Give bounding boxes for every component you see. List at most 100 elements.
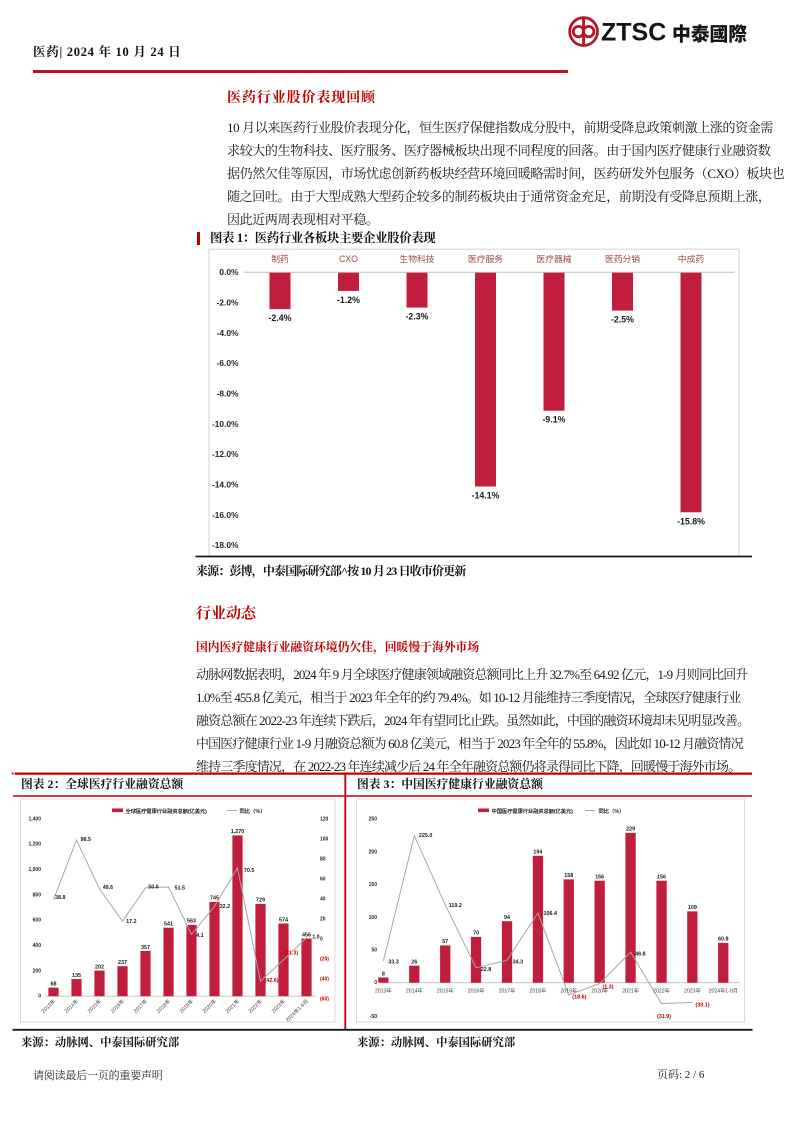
svg-text:(20): (20) [320, 957, 329, 963]
svg-text:(40): (40) [320, 977, 329, 983]
svg-text:32.2: 32.2 [220, 904, 231, 910]
svg-text:2017年: 2017年 [131, 997, 148, 1014]
svg-text:17.2: 17.2 [126, 919, 137, 925]
svg-text:-8.0%: -8.0% [217, 389, 239, 399]
svg-text:(42.6): (42.6) [265, 978, 279, 984]
svg-text:同比（%）: 同比（%） [240, 807, 266, 815]
svg-text:0: 0 [374, 980, 377, 986]
svg-text:-14.1%: -14.1% [472, 491, 500, 501]
svg-text:2020年: 2020年 [200, 997, 217, 1014]
svg-text:2017年: 2017年 [499, 987, 516, 995]
svg-text:200: 200 [369, 849, 378, 855]
svg-text:120: 120 [320, 816, 329, 822]
svg-text:2014年: 2014年 [62, 997, 79, 1014]
svg-text:1,200: 1,200 [28, 842, 41, 848]
svg-text:194: 194 [533, 850, 542, 856]
svg-text:中成药: 中成药 [678, 253, 705, 264]
svg-text:生物科技: 生物科技 [399, 253, 434, 264]
svg-text:ZTSC: ZTSC [601, 19, 666, 47]
svg-text:2018年: 2018年 [154, 997, 171, 1014]
svg-text:-50: -50 [370, 1014, 377, 1020]
svg-text:1.0: 1.0 [312, 935, 320, 941]
svg-text:100: 100 [369, 915, 378, 921]
svg-text:-12.0%: -12.0% [212, 449, 239, 459]
svg-text:68: 68 [51, 981, 57, 987]
svg-text:2013年: 2013年 [39, 997, 56, 1014]
svg-text:456: 456 [302, 932, 311, 938]
svg-text:-6.0%: -6.0% [217, 358, 239, 368]
svg-text:2019年: 2019年 [177, 997, 194, 1014]
svg-text:4.1: 4.1 [196, 933, 204, 939]
svg-text:同比（%）: 同比（%） [599, 807, 625, 815]
svg-text:-2.4%: -2.4% [269, 313, 292, 323]
svg-text:1,400: 1,400 [28, 816, 41, 822]
svg-text:600: 600 [33, 918, 42, 924]
svg-text:50: 50 [371, 948, 377, 954]
svg-text:医药分销: 医药分销 [605, 253, 640, 264]
svg-text:106.4: 106.4 [544, 911, 558, 917]
svg-text:2015年: 2015年 [85, 997, 102, 1014]
svg-text:(21.3): (21.3) [284, 951, 298, 957]
svg-text:1,270: 1,270 [231, 829, 245, 835]
svg-text:357: 357 [141, 945, 150, 951]
svg-text:中国医疗健康行业融资总额(亿美元): 中国医疗健康行业融资总额(亿美元) [492, 807, 574, 815]
svg-text:(18.6): (18.6) [572, 995, 586, 1001]
svg-text:109: 109 [688, 905, 697, 911]
svg-text:156: 156 [657, 875, 666, 881]
svg-text:2019年: 2019年 [560, 987, 577, 995]
svg-text:800: 800 [33, 892, 42, 898]
svg-text:50.6: 50.6 [148, 884, 159, 890]
svg-text:2013年: 2013年 [375, 987, 392, 995]
svg-text:70.5: 70.5 [244, 868, 255, 874]
svg-text:8: 8 [382, 971, 385, 977]
svg-text:541: 541 [164, 922, 173, 928]
svg-text:34.3: 34.3 [513, 960, 524, 966]
svg-text:-18.0%: -18.0% [212, 540, 239, 550]
svg-text:729: 729 [256, 898, 265, 904]
svg-text:医疗服务: 医疗服务 [468, 253, 503, 264]
svg-text:119.2: 119.2 [449, 903, 462, 909]
svg-text:1,000: 1,000 [28, 867, 41, 873]
svg-text:135: 135 [72, 973, 81, 979]
svg-text:2023年: 2023年 [684, 987, 701, 995]
svg-text:-2.3%: -2.3% [406, 312, 429, 322]
svg-text:400: 400 [33, 943, 42, 949]
svg-text:医疗器械: 医疗器械 [536, 253, 571, 264]
svg-text:2015年: 2015年 [437, 987, 454, 995]
svg-text:全球医疗健康行业融资总额(亿美元): 全球医疗健康行业融资总额(亿美元) [126, 807, 208, 815]
svg-text:202: 202 [95, 964, 104, 970]
svg-text:46.8: 46.8 [635, 952, 646, 958]
svg-text:(60): (60) [320, 997, 329, 1003]
svg-text:-16.0%: -16.0% [212, 510, 239, 520]
svg-text:22.8: 22.8 [481, 967, 492, 973]
svg-text:20: 20 [320, 917, 326, 923]
svg-text:-9.1%: -9.1% [543, 415, 566, 425]
svg-text:中泰國際: 中泰國際 [672, 22, 747, 44]
svg-text:49.6: 49.6 [103, 885, 114, 891]
svg-text:2022年: 2022年 [246, 997, 263, 1014]
svg-text:2020年: 2020年 [591, 987, 608, 995]
svg-text:-2.5%: -2.5% [611, 315, 634, 325]
svg-text:98.5: 98.5 [81, 837, 92, 843]
svg-text:150: 150 [369, 882, 378, 888]
svg-text:51.5: 51.5 [175, 886, 186, 892]
svg-text:制药: 制药 [271, 253, 289, 264]
svg-text:38.8: 38.8 [55, 895, 66, 901]
svg-text:0.0%: 0.0% [219, 267, 239, 277]
svg-text:57: 57 [442, 939, 448, 945]
svg-text:-2.0%: -2.0% [217, 298, 239, 308]
svg-text:225.0: 225.0 [419, 833, 433, 839]
svg-text:(30.1): (30.1) [696, 1003, 710, 1009]
svg-text:250: 250 [369, 817, 378, 823]
svg-text:229: 229 [626, 827, 635, 833]
svg-text:745: 745 [210, 896, 219, 902]
svg-text:2021年: 2021年 [622, 987, 639, 995]
svg-text:60.8: 60.8 [718, 937, 729, 943]
svg-text:80: 80 [320, 857, 326, 863]
svg-text:-14.0%: -14.0% [212, 480, 239, 490]
svg-text:(1.3): (1.3) [603, 985, 614, 991]
svg-text:70: 70 [473, 931, 479, 937]
svg-text:237: 237 [118, 960, 127, 966]
svg-text:156: 156 [595, 875, 604, 881]
svg-text:100: 100 [320, 836, 329, 842]
